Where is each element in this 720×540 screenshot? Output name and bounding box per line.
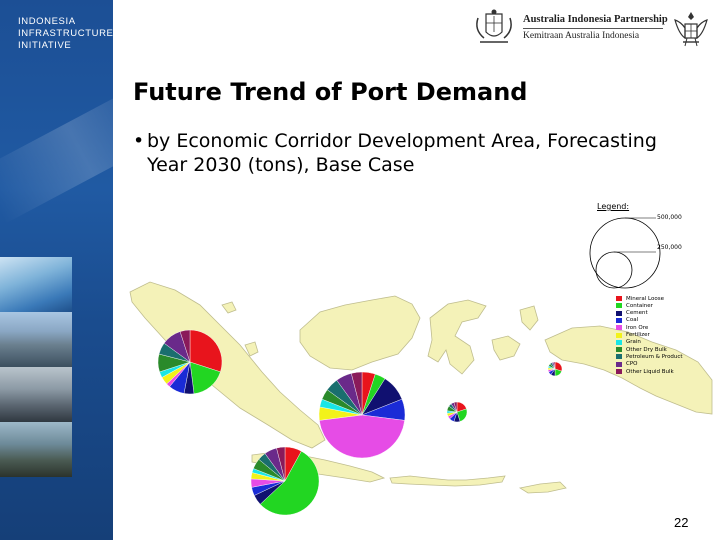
legend-size-small: 250,000 — [657, 244, 682, 251]
photo-water — [0, 257, 72, 312]
legend-swatch — [616, 361, 622, 367]
legend-swatch — [616, 310, 622, 316]
legend-item: Other Liquid Bulk — [616, 368, 674, 375]
legend-swatch — [616, 354, 622, 360]
land-masses — [129, 281, 713, 494]
legend-label: Coal — [626, 317, 639, 324]
island-maluku — [491, 335, 521, 361]
legend-item: Fertilizer — [616, 332, 650, 339]
photo-road-traffic — [0, 367, 72, 422]
pie-slice — [351, 371, 363, 416]
photo-port-cranes — [0, 312, 72, 367]
bullet-point: • by Economic Corridor Development Area,… — [133, 129, 693, 177]
garuda-emblem-icon — [674, 12, 708, 47]
brand-line-1: INDONESIA — [18, 16, 76, 27]
legend-label: Petroleum & Product — [626, 353, 683, 360]
legend-label: Other Dry Bulk — [626, 346, 667, 353]
pie-slice — [259, 450, 320, 516]
legend-item: Coal — [616, 317, 638, 324]
partnership-line-2: Kemitraan Australia Indonesia — [523, 31, 640, 41]
legend-circle-large — [589, 217, 661, 289]
photo-train — [0, 422, 72, 477]
slide-number: 22 — [674, 515, 689, 530]
island-bali-nusa — [389, 475, 506, 487]
legend-swatch — [616, 369, 622, 374]
legend-item: Petroleum & Product — [616, 353, 683, 360]
legend-circle-small — [595, 251, 633, 289]
legend-label: Iron Ore — [626, 324, 649, 331]
pie-slice — [276, 446, 286, 482]
legend-label: Mineral Loose — [626, 295, 664, 302]
bullet-dot-icon: • — [133, 130, 145, 152]
pie-slice — [189, 329, 223, 373]
legend-swatch — [616, 317, 622, 323]
legend-label: Container — [626, 302, 653, 309]
island-bangka — [244, 341, 259, 357]
legend-item: Cement — [616, 310, 648, 317]
partnership-logo: Australia Indonesia Partnership Kemitraa… — [523, 14, 673, 41]
legend-label: Cement — [626, 310, 648, 317]
sidebar-band: INDONESIA INFRASTRUCTURE INITIATIVE — [0, 0, 113, 540]
slide-title: Future Trend of Port Demand — [133, 78, 528, 106]
legend-label: CPO — [626, 361, 638, 368]
legend-swatch — [616, 339, 622, 345]
legend-item: Iron Ore — [616, 324, 648, 331]
legend-label: Fertilizer — [626, 332, 650, 338]
legend-size-large: 500,000 — [657, 214, 682, 221]
pie-kalimantan — [318, 371, 406, 459]
island-riau — [221, 301, 237, 314]
pie-charts — [157, 329, 563, 516]
pie-slice — [453, 401, 458, 413]
pie-java — [250, 446, 320, 516]
brand-logo-text: INDONESIA INFRASTRUCTURE INITIATIVE — [18, 16, 113, 52]
australia-crest-icon — [476, 9, 512, 43]
partnership-line-1: Australia Indonesia Partnership — [523, 14, 668, 25]
legend-item: Other Dry Bulk — [616, 346, 667, 353]
island-halmahera — [519, 305, 539, 331]
pie-papua — [547, 361, 563, 377]
legend-swatch — [616, 325, 622, 331]
brand-line-3: INITIATIVE — [18, 40, 72, 51]
bullet-text: by Economic Corridor Development Area, F… — [147, 130, 657, 176]
island-timor — [518, 481, 567, 494]
legend-label: Other Liquid Bulk — [626, 368, 674, 375]
legend-size-circles — [589, 217, 661, 289]
legend-label: Grain — [626, 339, 641, 346]
legend-item: Grain — [616, 339, 641, 346]
legend-swatch — [616, 332, 622, 338]
pie-slice — [553, 361, 556, 370]
legend-swatch — [616, 347, 622, 353]
legend-item: Mineral Loose — [616, 295, 664, 302]
pie-slice — [319, 414, 405, 459]
legend-item: CPO — [616, 361, 638, 368]
island-sulawesi — [427, 299, 487, 375]
legend-swatch — [616, 303, 622, 309]
legend-title: Legend: — [597, 202, 630, 211]
island-papua — [544, 325, 713, 415]
pie-slice — [179, 329, 191, 363]
pie-sumatra — [157, 329, 223, 395]
legend-item: Container — [616, 302, 653, 309]
pie-sulawesi — [446, 401, 468, 423]
legend-swatch — [616, 296, 622, 301]
island-borneo — [299, 295, 421, 371]
partnership-rule — [523, 28, 663, 29]
brand-line-2: INFRASTRUCTURE — [18, 28, 113, 39]
